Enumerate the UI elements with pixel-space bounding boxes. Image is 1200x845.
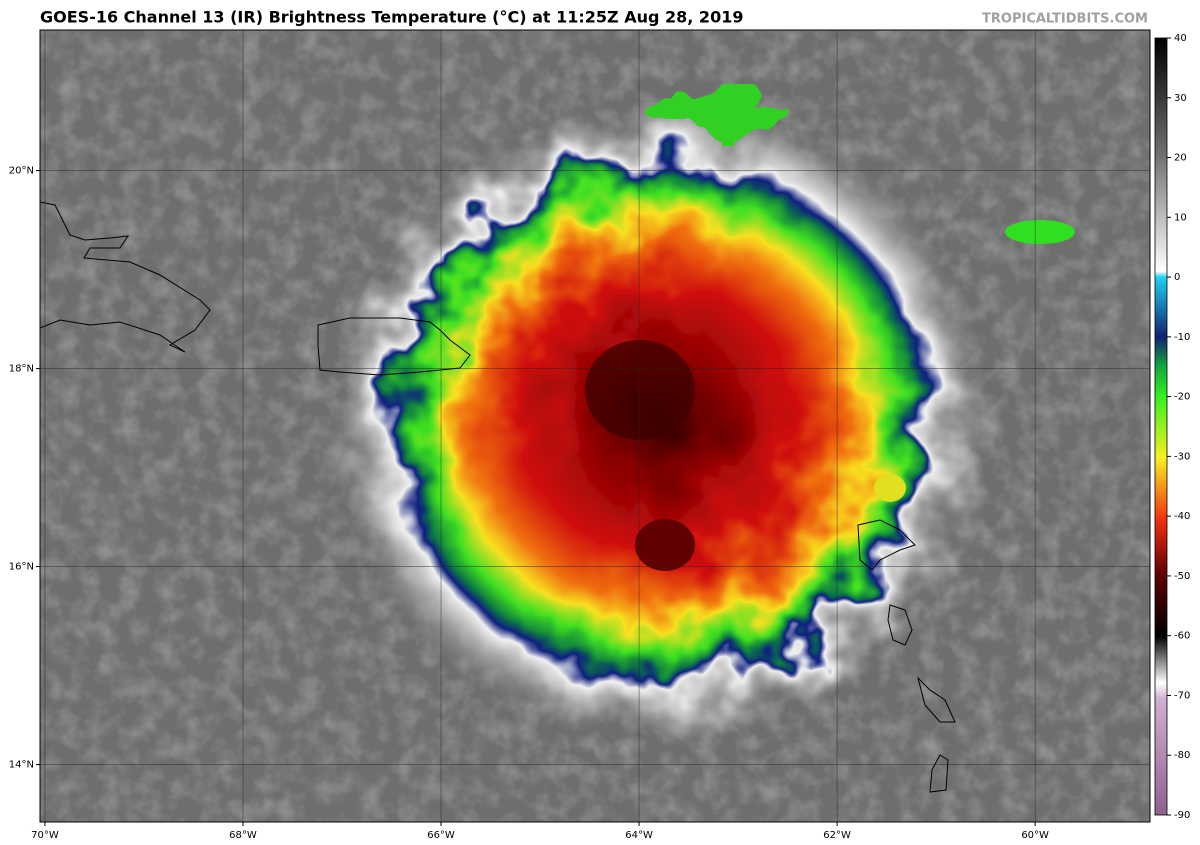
y-tick-label: 18°N [9,364,34,375]
colorbar-tick-label: -20 [1174,392,1190,403]
colorbar-tick-label: -50 [1174,571,1190,582]
y-tick-label: 20°N [9,166,34,177]
y-tick-label: 14°N [9,760,34,771]
colorbar-tick-label: 30 [1174,93,1187,104]
colorbar-tick-label: -70 [1174,690,1190,701]
map-frame [39,29,1151,823]
x-tick-label: 66°W [427,830,455,841]
colorbar-tick-label: 40 [1174,33,1187,44]
colorbar-tick-label: 0 [1174,272,1180,283]
colorbar-tick-label: -60 [1174,631,1190,642]
y-tick-label: 16°N [9,562,34,573]
cold-top [635,519,695,571]
cold-top [585,340,695,440]
imagery [40,30,1150,822]
cloud-band [650,93,790,137]
colorbar-scale [1154,37,1168,816]
colorbar-tick-label: -30 [1174,451,1190,462]
colorbar-tick-label: 20 [1174,153,1187,164]
colorbar-tick-label: 10 [1174,212,1187,223]
x-tick-label: 62°W [823,830,851,841]
x-tick-label: 64°W [625,830,653,841]
colorbar-tick-label: -80 [1174,750,1190,761]
colorbar-tick-label: -10 [1174,332,1190,343]
cloud-cell [874,474,906,502]
coastlines [40,201,956,793]
x-tick-label: 70°W [31,830,59,841]
graticule: 70°W 68°W 66°W 64°W 62°W 60°W 14°N 16°N 18°N 20°N [9,30,1150,841]
x-tick-label: 60°W [1021,830,1049,841]
source-credit: TROPICALTIDBITS.COM [982,12,1148,27]
cloud-cell [1005,220,1075,244]
colorbar-tick-label: -40 [1174,511,1190,522]
title: GOES-16 Channel 13 (IR) Brightness Tempe… [40,8,743,27]
colorbar-tick-label: -90 [1174,810,1190,821]
x-tick-label: 68°W [229,830,257,841]
colorbar: 40 30 20 10 0 -10 -20 -30 -40 -50 -60 -70 -80 -90 [1154,33,1190,821]
